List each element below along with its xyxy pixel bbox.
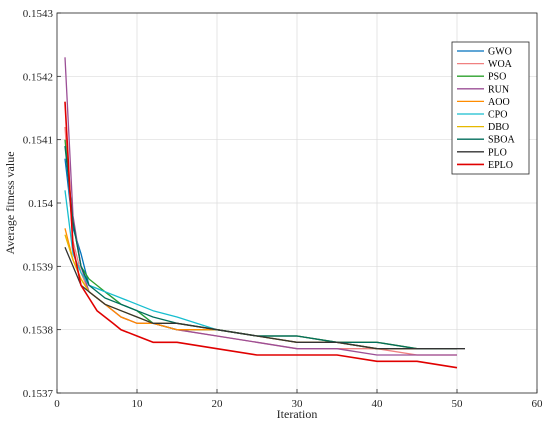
legend-label-gwo: GWO <box>488 47 512 58</box>
x-tick-label: 50 <box>452 398 464 410</box>
series-lines <box>64 57 465 369</box>
x-tick-label: 40 <box>372 398 384 410</box>
series-line-plo <box>64 247 465 350</box>
y-tick-label: 0.1543 <box>23 8 54 20</box>
x-tick-label: 60 <box>532 398 544 410</box>
x-tick-label: 10 <box>132 398 144 410</box>
y-tick-label: 0.1539 <box>23 261 54 273</box>
y-axis-title: Average fitness value <box>3 151 17 254</box>
axis-ticks: 0 10 20 30 40 50 60 0.1537 0.1538 0.1539 0.154 0.15… <box>23 8 543 410</box>
legend-label-pso: PSO <box>488 72 506 83</box>
y-tick-label: 0.1541 <box>23 135 53 147</box>
series-line-sboa <box>64 145 457 350</box>
x-axis-title: Iteration <box>277 407 318 421</box>
x-tick-label: 0 <box>54 398 60 410</box>
series-line-eplo <box>64 101 458 369</box>
legend-label-plo: PLO <box>488 147 507 158</box>
legend-label-dbo: DBO <box>488 122 509 133</box>
legend-label-aoo: AOO <box>488 97 510 108</box>
legend-label-cpo: CPO <box>488 110 507 121</box>
y-tick-label: 0.1537 <box>23 388 54 400</box>
legend-label-sboa: SBOA <box>488 135 515 146</box>
y-tick-label: 0.1538 <box>23 325 54 337</box>
legend-label-eplo: EPLO <box>488 160 513 171</box>
x-tick-label: 30 <box>292 398 304 410</box>
x-tick-label: 20 <box>212 398 224 410</box>
y-tick-label: 0.1542 <box>23 71 53 83</box>
legend-label-run: RUN <box>488 84 509 95</box>
y-tick-label: 0.154 <box>28 198 53 210</box>
legend-label-woa: WOA <box>488 59 513 70</box>
